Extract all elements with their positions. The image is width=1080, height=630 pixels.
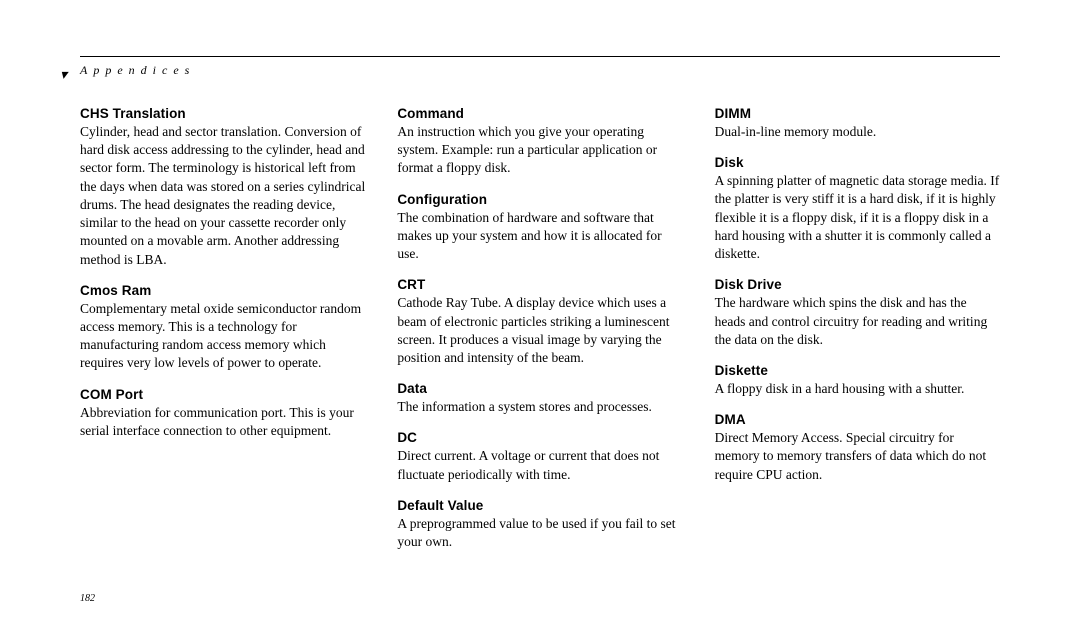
glossary-term: Cmos Ram [80,283,365,298]
glossary-term: CRT [397,277,682,292]
glossary-entry: DC Direct current. A voltage or current … [397,430,682,483]
glossary-entry: Disk A spinning platter of magnetic data… [715,155,1000,263]
page-content: ▾ Appendices CHS Translation Cylinder, h… [80,56,1000,565]
glossary-definition: A preprogrammed value to be used if you … [397,515,682,551]
glossary-definition: An instruction which you give your opera… [397,123,682,178]
glossary-definition: Abbreviation for communication port. Thi… [80,404,365,440]
glossary-entry: Data The information a system stores and… [397,381,682,416]
glossary-definition: The information a system stores and proc… [397,398,682,416]
glossary-entry: Configuration The combination of hardwar… [397,192,682,264]
column-3: DIMM Dual-in-line memory module. Disk A … [715,106,1000,565]
glossary-entry: Cmos Ram Complementary metal oxide semic… [80,283,365,373]
glossary-term: COM Port [80,387,365,402]
glossary-definition: Cylinder, head and sector translation. C… [80,123,365,269]
glossary-definition: A floppy disk in a hard housing with a s… [715,380,1000,398]
glossary-entry: DIMM Dual-in-line memory module. [715,106,1000,141]
glossary-definition: The hardware which spins the disk and ha… [715,294,1000,349]
glossary-entry: COM Port Abbreviation for communication … [80,387,365,440]
glossary-term: CHS Translation [80,106,365,121]
glossary-term: Command [397,106,682,121]
glossary-entry: CHS Translation Cylinder, head and secto… [80,106,365,269]
glossary-definition: Dual-in-line memory module. [715,123,1000,141]
glossary-term: Disk [715,155,1000,170]
glossary-entry: Default Value A preprogrammed value to b… [397,498,682,551]
glossary-term: Data [397,381,682,396]
page-number: 182 [80,593,95,604]
section-header-text: Appendices [80,63,195,77]
header-rule [80,56,1000,57]
glossary-definition: Direct current. A voltage or current tha… [397,447,682,483]
column-1: CHS Translation Cylinder, head and secto… [80,106,365,565]
glossary-term: Configuration [397,192,682,207]
glossary-entry: Diskette A floppy disk in a hard housing… [715,363,1000,398]
section-header: ▾ Appendices [80,63,1000,106]
glossary-entry: Disk Drive The hardware which spins the … [715,277,1000,349]
glossary-entry: Command An instruction which you give yo… [397,106,682,178]
glossary-definition: Complementary metal oxide semiconductor … [80,300,365,373]
glossary-entry: CRT Cathode Ray Tube. A display device w… [397,277,682,367]
glossary-definition: Direct Memory Access. Special circuitry … [715,429,1000,484]
header-marker-icon: ▾ [60,69,73,83]
glossary-columns: CHS Translation Cylinder, head and secto… [80,106,1000,565]
glossary-definition: A spinning platter of magnetic data stor… [715,172,1000,263]
glossary-entry: DMA Direct Memory Access. Special circui… [715,412,1000,484]
glossary-definition: Cathode Ray Tube. A display device which… [397,294,682,367]
glossary-term: Default Value [397,498,682,513]
glossary-term: DIMM [715,106,1000,121]
glossary-term: Diskette [715,363,1000,378]
glossary-term: DMA [715,412,1000,427]
glossary-term: Disk Drive [715,277,1000,292]
glossary-term: DC [397,430,682,445]
glossary-definition: The combination of hardware and software… [397,209,682,264]
column-2: Command An instruction which you give yo… [397,106,682,565]
